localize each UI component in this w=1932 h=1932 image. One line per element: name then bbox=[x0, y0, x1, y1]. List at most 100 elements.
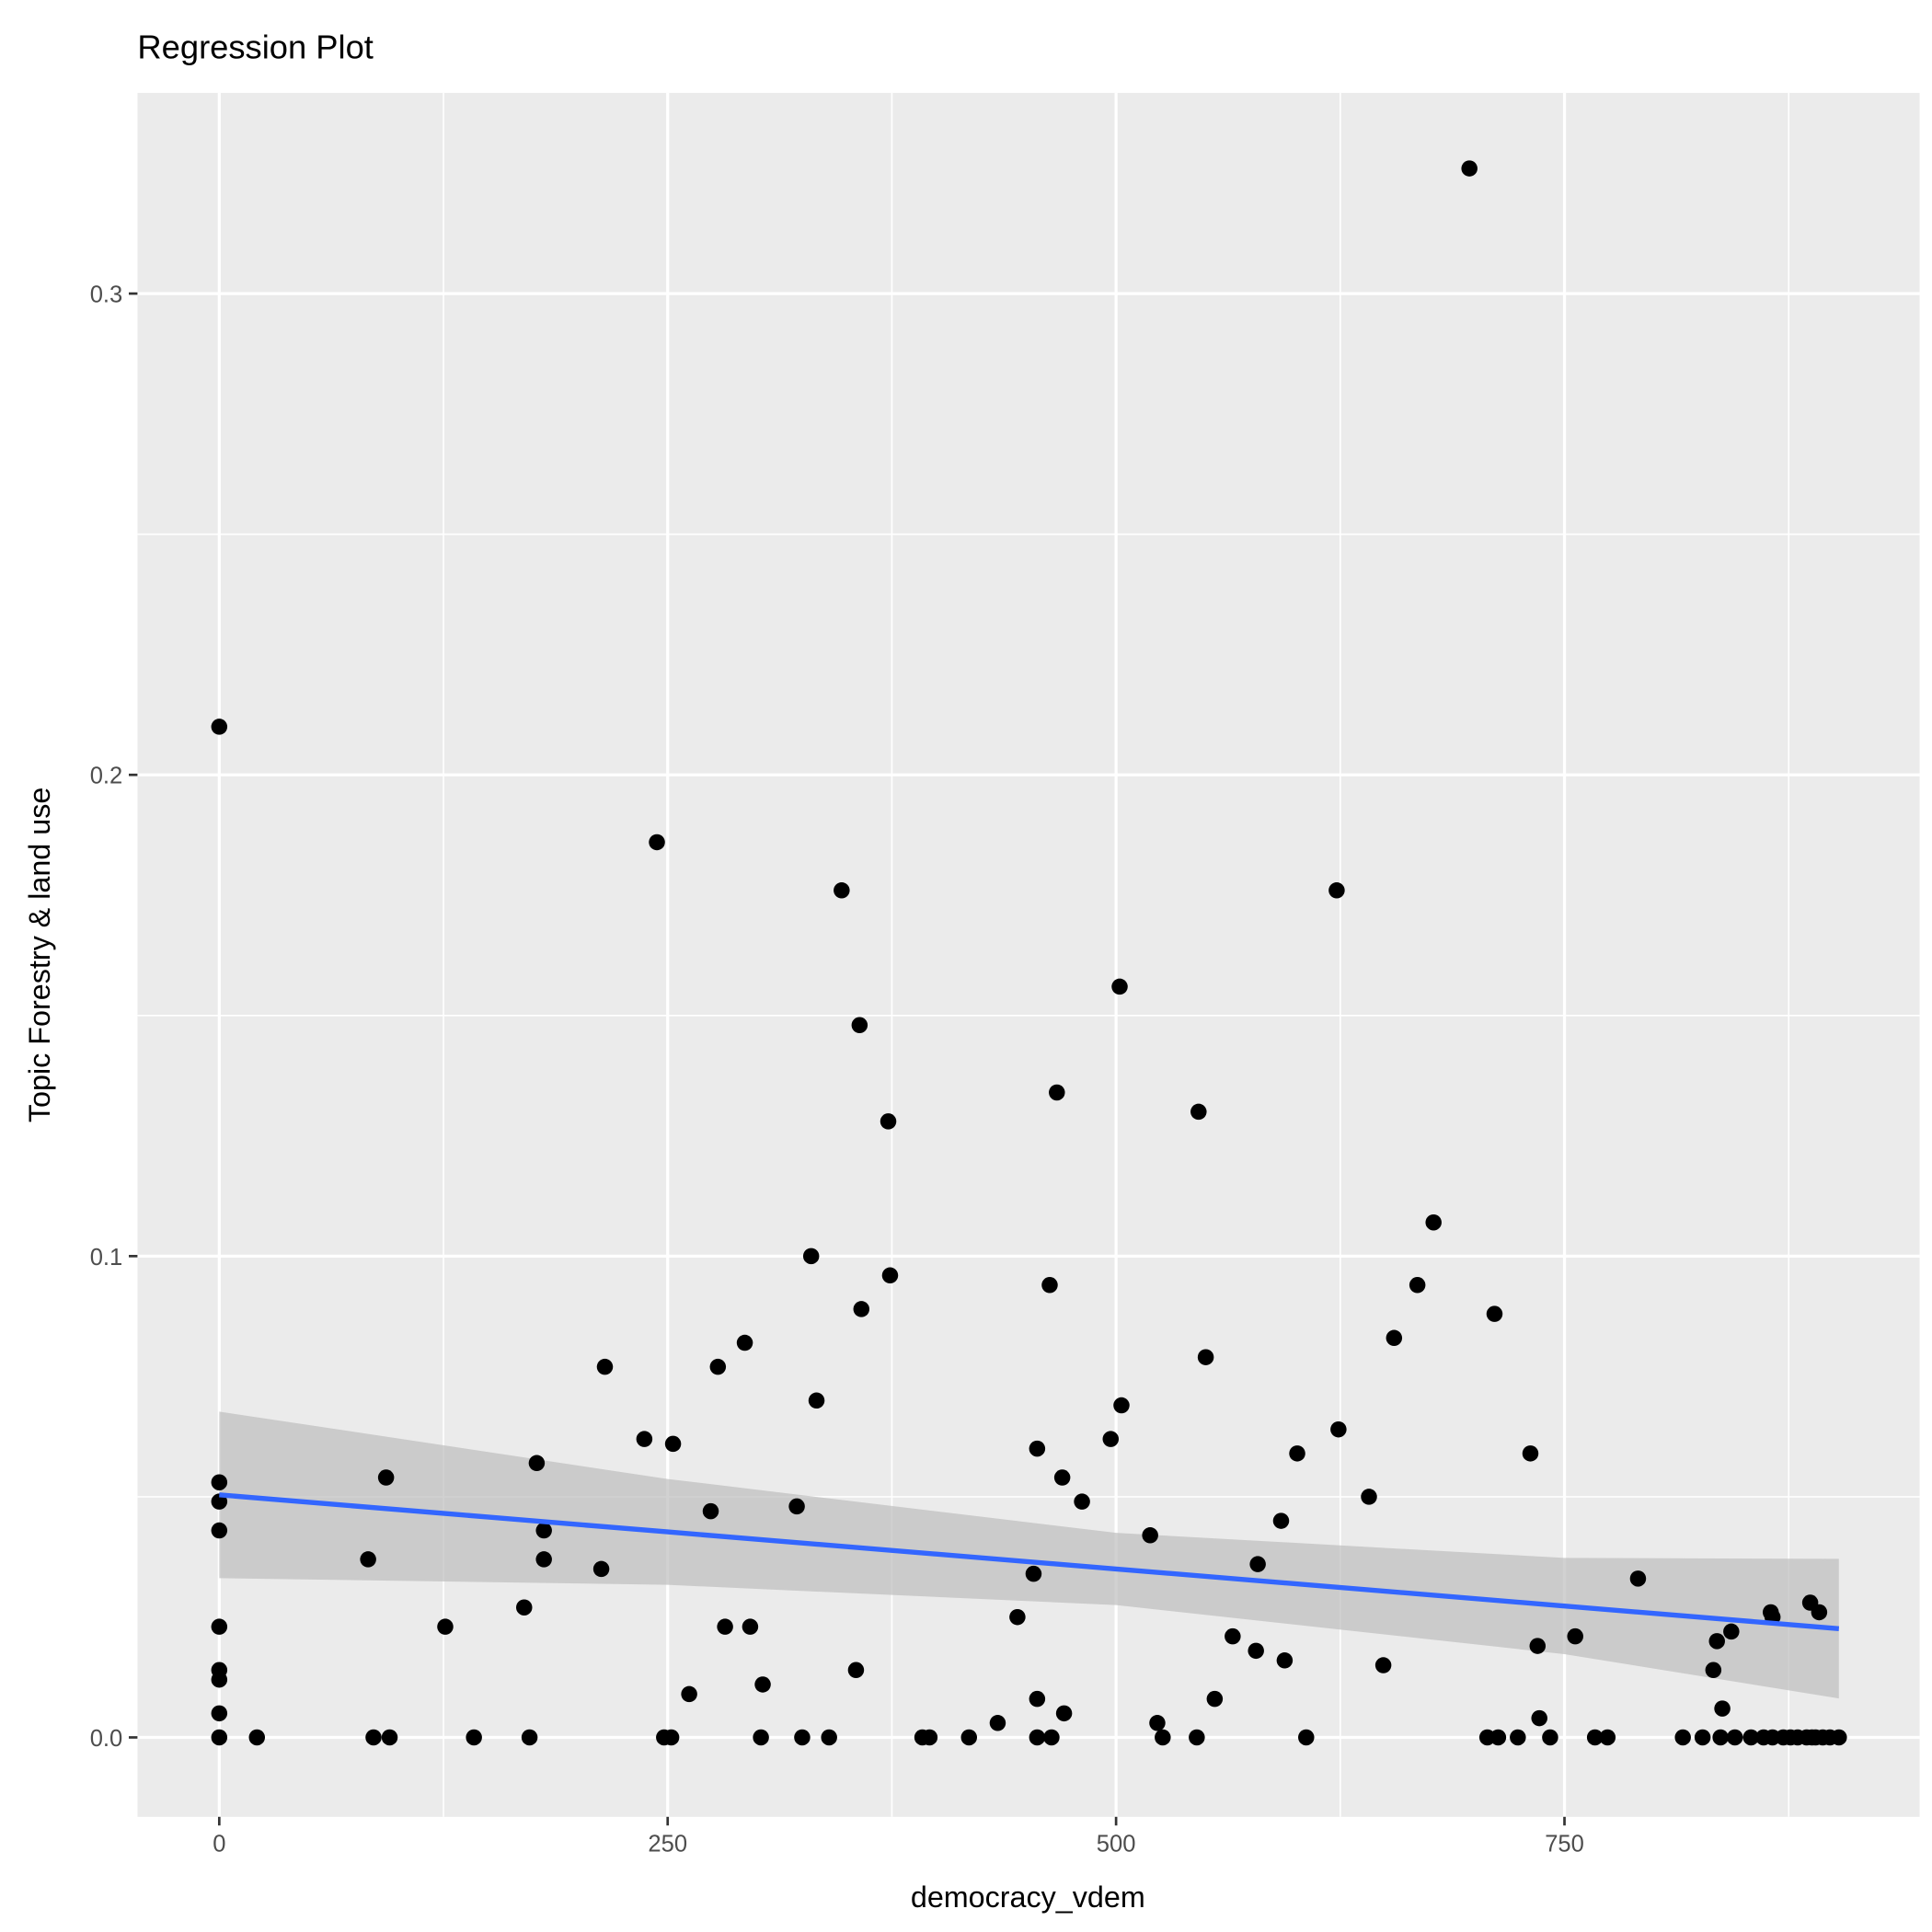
data-point bbox=[1029, 1440, 1046, 1457]
confidence-band bbox=[219, 1411, 1839, 1699]
data-point bbox=[466, 1729, 482, 1746]
data-point bbox=[1694, 1729, 1711, 1746]
data-point bbox=[1599, 1729, 1616, 1746]
data-point bbox=[1189, 1729, 1205, 1746]
data-point bbox=[821, 1729, 837, 1746]
x-axis: 0 250 500 750 bbox=[213, 1816, 1584, 1857]
regression-line bbox=[219, 1492, 1840, 1631]
data-point bbox=[1025, 1565, 1042, 1582]
data-point bbox=[808, 1392, 825, 1409]
data-point bbox=[1272, 1512, 1290, 1529]
data-point bbox=[1155, 1729, 1171, 1746]
data-point bbox=[1510, 1729, 1526, 1746]
data-point bbox=[1714, 1700, 1731, 1717]
y-tick-label: 0.2 bbox=[90, 764, 123, 789]
data-point bbox=[1811, 1604, 1828, 1621]
data-point bbox=[211, 1522, 228, 1539]
data-point bbox=[662, 1729, 680, 1746]
data-point bbox=[1330, 1420, 1347, 1438]
x-tick-label: 250 bbox=[648, 1832, 687, 1857]
x-tick-label: 0 bbox=[213, 1832, 225, 1857]
chart-title: Regression Plot bbox=[137, 28, 373, 65]
data-point bbox=[1629, 1570, 1647, 1587]
data-point bbox=[1289, 1445, 1305, 1462]
data-point bbox=[381, 1729, 398, 1746]
data-point bbox=[636, 1431, 653, 1447]
data-point bbox=[1705, 1662, 1722, 1679]
data-point bbox=[1486, 1305, 1503, 1322]
data-point bbox=[1111, 978, 1128, 995]
data-point bbox=[1531, 1709, 1547, 1727]
x-tick-label: 500 bbox=[1097, 1832, 1136, 1857]
data-point bbox=[1742, 1729, 1760, 1746]
data-point bbox=[1723, 1623, 1740, 1640]
data-point bbox=[211, 1729, 228, 1746]
data-point bbox=[851, 1017, 868, 1034]
data-point bbox=[1374, 1657, 1392, 1673]
data-point bbox=[709, 1358, 727, 1375]
data-point bbox=[365, 1729, 382, 1746]
data-point bbox=[1041, 1277, 1058, 1294]
data-point bbox=[880, 1113, 897, 1130]
data-point bbox=[592, 1560, 610, 1578]
data-point bbox=[717, 1618, 733, 1635]
data-point bbox=[736, 1334, 753, 1351]
data-point bbox=[1197, 1349, 1214, 1365]
grid-minor bbox=[137, 92, 1920, 1817]
data-point bbox=[535, 1551, 552, 1568]
data-point bbox=[1529, 1638, 1547, 1654]
data-point bbox=[649, 834, 665, 851]
data-point bbox=[437, 1618, 454, 1635]
data-point bbox=[1409, 1277, 1426, 1294]
data-point bbox=[1029, 1690, 1046, 1708]
data-point bbox=[1248, 1642, 1264, 1660]
data-point bbox=[1708, 1633, 1725, 1650]
data-point bbox=[881, 1267, 899, 1284]
data-point bbox=[1149, 1715, 1166, 1731]
data-point bbox=[834, 882, 850, 899]
data-point bbox=[211, 1671, 228, 1688]
data-point bbox=[1276, 1652, 1294, 1669]
data-point bbox=[853, 1301, 870, 1317]
y-tick-label: 0.1 bbox=[90, 1245, 123, 1271]
data-point bbox=[1386, 1329, 1403, 1347]
data-point bbox=[535, 1522, 552, 1539]
data-point bbox=[1361, 1489, 1377, 1505]
data-point bbox=[753, 1729, 769, 1746]
data-point bbox=[1249, 1556, 1266, 1572]
data-point bbox=[1053, 1469, 1071, 1486]
data-point bbox=[802, 1248, 820, 1265]
data-point bbox=[528, 1455, 546, 1472]
data-point bbox=[1206, 1690, 1224, 1708]
data-point bbox=[1712, 1729, 1729, 1746]
y-axis: 0.0 0.1 0.2 0.3 bbox=[90, 282, 138, 1752]
data-point bbox=[1586, 1729, 1604, 1746]
data-point bbox=[1425, 1213, 1442, 1231]
data-point bbox=[377, 1469, 395, 1486]
data-point bbox=[211, 719, 228, 735]
data-point bbox=[989, 1715, 1006, 1731]
data-point bbox=[248, 1729, 266, 1746]
data-point bbox=[847, 1662, 865, 1679]
data-point bbox=[516, 1599, 533, 1616]
data-point bbox=[596, 1358, 614, 1375]
data-point bbox=[1102, 1431, 1120, 1447]
data-point bbox=[1113, 1397, 1130, 1414]
data-point bbox=[664, 1435, 682, 1453]
data-point bbox=[1029, 1729, 1046, 1746]
data-point bbox=[1049, 1084, 1065, 1101]
data-point bbox=[921, 1729, 938, 1746]
data-point bbox=[1726, 1729, 1743, 1746]
y-tick-label: 0.0 bbox=[90, 1726, 123, 1752]
data-point bbox=[1674, 1729, 1691, 1746]
y-tick-label: 0.3 bbox=[90, 282, 123, 308]
data-point bbox=[754, 1676, 771, 1693]
data-point bbox=[1190, 1103, 1207, 1121]
data-point bbox=[702, 1502, 719, 1520]
data-point bbox=[360, 1551, 376, 1568]
x-axis-label: democracy_vdem bbox=[911, 1880, 1145, 1914]
data-point bbox=[1831, 1729, 1847, 1746]
data-point bbox=[1542, 1729, 1558, 1746]
data-point bbox=[1009, 1608, 1026, 1626]
